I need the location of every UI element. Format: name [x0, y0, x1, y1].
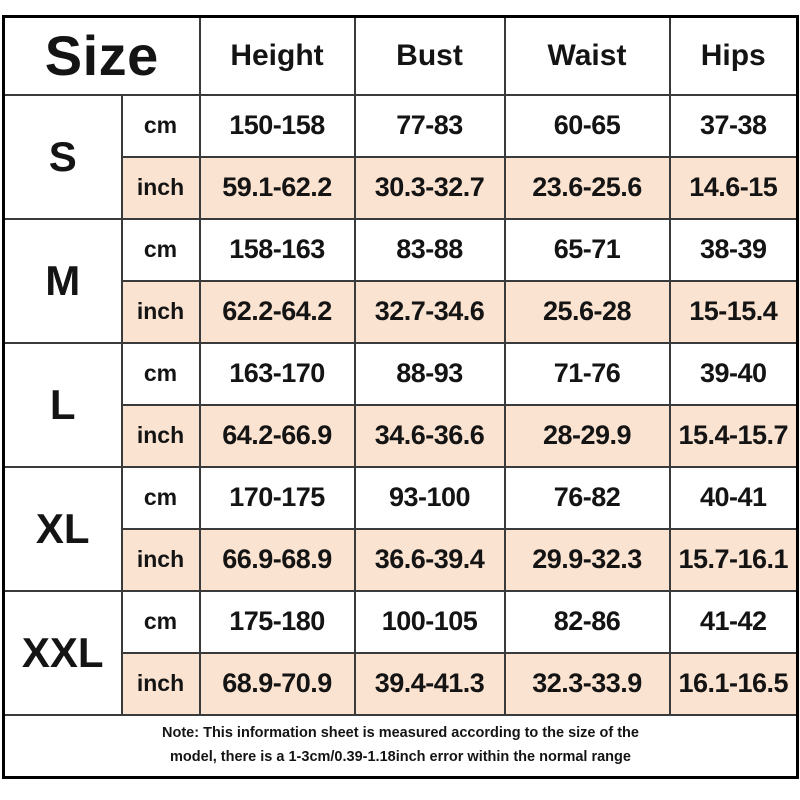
value-s-cm-2: 60-65 — [503, 93, 671, 158]
value-xxl-inch-0: 68.9-70.9 — [198, 651, 356, 716]
value-m-cm-3: 38-39 — [668, 217, 799, 282]
value-xxl-inch-2: 32.3-33.9 — [503, 651, 671, 716]
value-xl-cm-3: 40-41 — [668, 465, 799, 530]
value-m-inch-1: 32.7-34.6 — [353, 279, 506, 344]
size-column-header: Size — [2, 15, 201, 96]
value-s-cm-3: 37-38 — [668, 93, 799, 158]
table-header: Size Height Bust Waist Hips — [2, 15, 799, 96]
value-s-inch-2: 23.6-25.6 — [503, 155, 671, 220]
value-xl-inch-2: 29.9-32.3 — [503, 527, 671, 592]
row-m-inch: inch 62.2-64.2 32.7-34.6 25.6-28 15-15.4 — [4, 279, 799, 344]
value-s-cm-1: 77-83 — [353, 93, 506, 158]
unit-label-cm-s: cm — [120, 93, 201, 158]
row-xxl-cm: XXL cm 175-180 100-105 82-86 41-42 — [2, 589, 799, 716]
row-l-inch: inch 64.2-66.9 34.6-36.6 28-29.9 15.4-15.7 — [4, 403, 799, 468]
value-xxl-cm-1: 100-105 — [353, 589, 506, 654]
value-l-cm-2: 71-76 — [503, 341, 671, 406]
value-xl-cm-1: 93-100 — [353, 465, 506, 530]
value-m-inch-0: 62.2-64.2 — [198, 279, 356, 344]
table-footer: Note: This information sheet is measured… — [2, 713, 799, 778]
value-l-inch-1: 34.6-36.6 — [353, 403, 506, 468]
unit-label-inch-xxl: inch — [120, 651, 201, 716]
row-xxl-inch: inch 68.9-70.9 39.4-41.3 32.3-33.9 16.1-16.5 — [4, 651, 799, 716]
value-l-cm-1: 88-93 — [353, 341, 506, 406]
column-header-hips: Hips — [668, 15, 799, 96]
value-xl-cm-2: 76-82 — [503, 465, 671, 530]
unit-label-cm-xl: cm — [120, 465, 201, 530]
value-xxl-inch-1: 39.4-41.3 — [353, 651, 506, 716]
size-label-xl: XL — [2, 465, 123, 592]
value-xxl-inch-3: 16.1-16.5 — [668, 651, 799, 716]
header-row: Size Height Bust Waist Hips — [2, 15, 799, 96]
value-m-inch-3: 15-15.4 — [668, 279, 799, 344]
value-l-inch-3: 15.4-15.7 — [668, 403, 799, 468]
unit-label-inch-m: inch — [120, 279, 201, 344]
unit-label-cm-m: cm — [120, 217, 201, 282]
value-l-inch-2: 28-29.9 — [503, 403, 671, 468]
value-m-cm-0: 158-163 — [198, 217, 356, 282]
value-xxl-cm-2: 82-86 — [503, 589, 671, 654]
value-xxl-cm-0: 175-180 — [198, 589, 356, 654]
unit-label-inch-l: inch — [120, 403, 201, 468]
note-row: Note: This information sheet is measured… — [2, 713, 799, 778]
note-text: Note: This information sheet is measured… — [2, 713, 799, 778]
value-xl-cm-0: 170-175 — [198, 465, 356, 530]
unit-label-inch-xl: inch — [120, 527, 201, 592]
size-label-l: L — [2, 341, 123, 468]
value-xl-inch-3: 15.7-16.1 — [668, 527, 799, 592]
size-label-m: M — [2, 217, 123, 344]
value-xl-inch-0: 66.9-68.9 — [198, 527, 356, 592]
value-l-inch-0: 64.2-66.9 — [198, 403, 356, 468]
value-s-inch-1: 30.3-32.7 — [353, 155, 506, 220]
unit-label-inch-s: inch — [120, 155, 201, 220]
value-l-cm-0: 163-170 — [198, 341, 356, 406]
size-label-xxl: XXL — [2, 589, 123, 716]
value-xl-inch-1: 36.6-39.4 — [353, 527, 506, 592]
value-xxl-cm-3: 41-42 — [668, 589, 799, 654]
column-header-height: Height — [198, 15, 356, 96]
size-label-s: S — [2, 93, 123, 220]
column-header-bust: Bust — [353, 15, 506, 96]
value-l-cm-3: 39-40 — [668, 341, 799, 406]
row-s-inch: inch 59.1-62.2 30.3-32.7 23.6-25.6 14.6-15 — [4, 155, 799, 220]
column-header-waist: Waist — [503, 15, 671, 96]
unit-label-cm-l: cm — [120, 341, 201, 406]
unit-label-cm-xxl: cm — [120, 589, 201, 654]
value-s-inch-0: 59.1-62.2 — [198, 155, 356, 220]
value-m-cm-2: 65-71 — [503, 217, 671, 282]
value-m-inch-2: 25.6-28 — [503, 279, 671, 344]
value-s-inch-3: 14.6-15 — [668, 155, 799, 220]
row-xl-inch: inch 66.9-68.9 36.6-39.4 29.9-32.3 15.7-16.1 — [4, 527, 799, 592]
value-s-cm-0: 150-158 — [198, 93, 356, 158]
row-xl-cm: XL cm 170-175 93-100 76-82 40-41 — [2, 465, 799, 592]
value-m-cm-1: 83-88 — [353, 217, 506, 282]
